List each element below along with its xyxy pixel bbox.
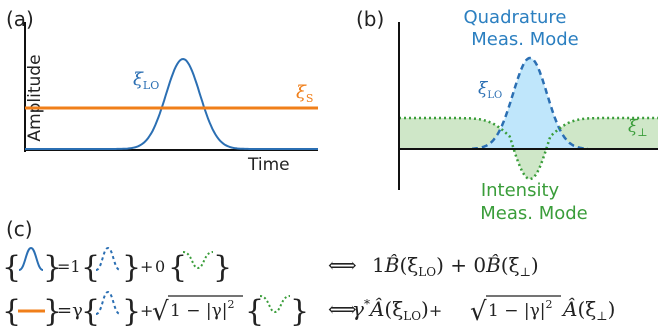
row2-gamma: =γ [57,300,83,321]
panel-a-ylabel: Amplitude [25,54,45,141]
panel-a-lo-curve [25,57,318,150]
dotted-dip-icon [182,251,214,270]
dashed-pulse-icon [95,246,121,271]
brace-close: } [122,294,141,329]
brace-close: } [290,294,309,329]
brace-open: { [2,294,21,329]
panel-b-intensity-title-2: Meas. Mode [480,203,588,224]
panel-b-quadrature-title-2: Meas. Mode [471,29,579,50]
row1-coeff-1: =1 [57,257,81,276]
panel-a-xlabel: Time [247,155,290,175]
equation-row-2: { } =γ { } + √ 1 − |γ|2 { } ⟺ γ*Â(ξLO)+ … [2,290,615,329]
dashed-pulse-icon [95,290,121,315]
row2-equivalence-arrow: ⟺ [328,297,357,321]
panel-c-label: (c) [6,217,33,241]
row1-zero: 0 [155,257,165,276]
panel-a-label: (a) [6,7,34,31]
panel-b-perp-fill [399,118,658,179]
brace-close: } [213,250,232,285]
panel-b-label: (b) [356,7,384,31]
pulse-icon [18,246,44,271]
panel-b-lo-curve [472,56,588,150]
brace-close: } [122,250,141,285]
panel-b: (b) Quadrature Meas. Mode Intensity Meas… [356,7,658,224]
row2-rhs-first: γ*Â(ξLO)+ [352,297,442,323]
brace-open: { [2,250,21,285]
brace-open: { [168,250,187,285]
equation-row-1: { } =1 { } + 0 { } ⟺ 1B̂(ξLO) + 0B̂(ξ⊥) [2,246,539,285]
brace-open: { [81,250,100,285]
brace-open: { [245,294,264,329]
rhs-sqrt-sign: √ [470,297,487,327]
row2-rhs-second: Â(ξ⊥) [561,297,615,323]
panel-b-lo-label: ξLO [478,79,502,101]
row1-plus: + [140,257,153,276]
sqrt-body: 1 − |γ|2 [170,298,234,321]
brace-open: { [81,294,100,329]
brace-close: } [43,294,62,329]
dotted-dip-icon [259,295,291,314]
row2-plus: + [140,301,153,320]
panel-b-perp-label: ξ⊥ [628,117,648,139]
panel-b-intensity-title-1: Intensity [481,180,560,201]
panel-b-quadrature-title-1: Quadrature [463,7,566,28]
rhs-sqrt-body: 1 − |γ|2 [488,298,552,321]
panel-c: (c) { } =1 { } + 0 { } ⟺ 1B̂(ξLO) + 0B̂(… [2,217,615,329]
panel-b-lo-fill [472,58,588,149]
brace-close: } [43,250,62,285]
sqrt-sign: √ [152,297,169,327]
row1-equivalence-arrow: ⟺ [328,253,357,277]
row1-rhs: 1B̂(ξLO) + 0B̂(ξ⊥) [372,253,539,279]
panel-a: (a) Amplitude Time ξLO ξS [6,7,318,175]
panel-a-signal-label: ξS [296,82,313,105]
panel-a-lo-label: ξLO [133,69,159,92]
